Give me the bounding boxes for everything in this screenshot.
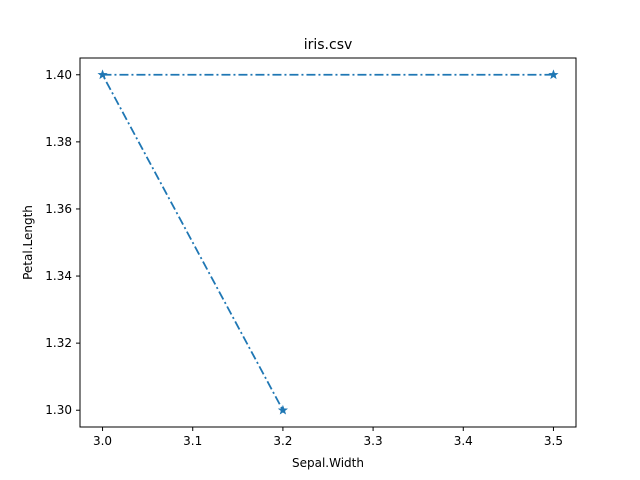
axes-frame xyxy=(79,57,577,428)
x-tick-label: 3.4 xyxy=(454,434,473,448)
x-tick-label: 3.2 xyxy=(273,434,292,448)
y-tick-label: 1.34 xyxy=(45,269,72,283)
y-tick-label: 1.32 xyxy=(45,336,72,350)
data-point-star xyxy=(277,404,288,415)
x-tick-label: 3.0 xyxy=(93,434,112,448)
y-tick-label: 1.30 xyxy=(45,403,72,417)
x-axis: 3.0 3.1 3.2 3.3 3.4 3.5 xyxy=(93,427,563,448)
data-point-star xyxy=(97,69,108,80)
y-axis-label: Petal.Length xyxy=(21,205,35,280)
plot-area xyxy=(97,69,559,415)
y-tick-label: 1.36 xyxy=(45,202,72,216)
data-point-star xyxy=(548,69,559,80)
y-tick-label: 1.40 xyxy=(45,68,72,82)
y-axis: 1.30 1.32 1.34 1.36 1.38 1.40 xyxy=(45,68,80,417)
x-tick-label: 3.3 xyxy=(364,434,383,448)
x-tick-label: 3.1 xyxy=(183,434,202,448)
y-tick-label: 1.38 xyxy=(45,135,72,149)
x-axis-label: Sepal.Width xyxy=(292,456,364,470)
x-tick-label: 3.5 xyxy=(544,434,563,448)
chart-title: iris.csv xyxy=(304,37,353,53)
